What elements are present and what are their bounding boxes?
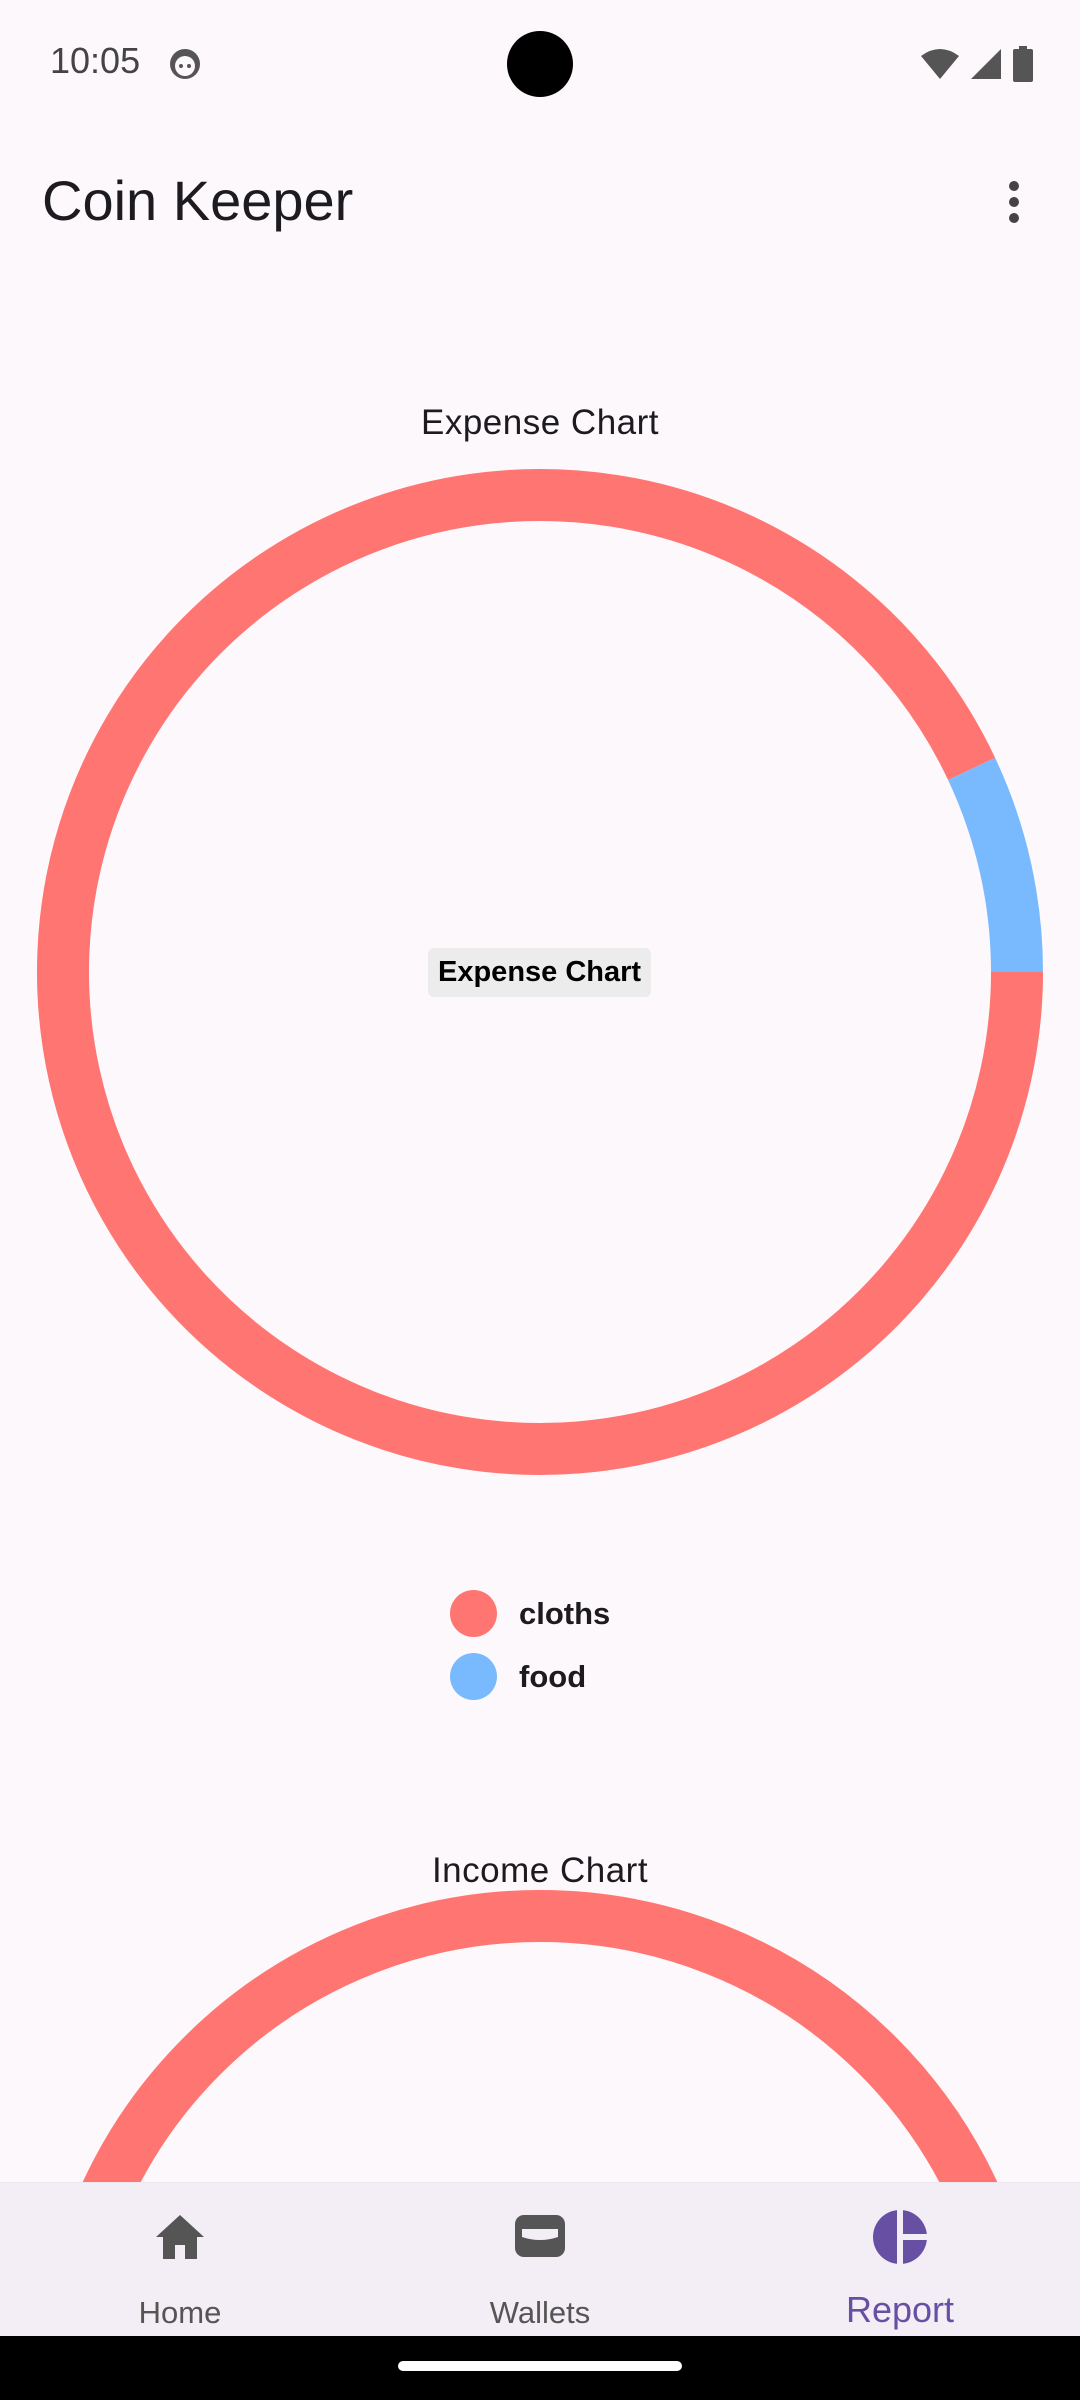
expense-slice-food <box>947 757 1043 973</box>
nav-label-report: Report <box>845 2289 955 2330</box>
gesture-navigation-area <box>0 2336 1080 2400</box>
income-donut-chart <box>82 1890 998 2182</box>
camera-cutout <box>507 31 573 97</box>
more-options-button[interactable] <box>984 172 1044 232</box>
legend-label-cloths: cloths <box>519 1595 611 1631</box>
pie-chart-icon <box>873 2209 930 2265</box>
expense-slice-cloths <box>37 469 1043 1475</box>
legend-item-food: food <box>450 1645 610 1708</box>
legend-dot-cloths <box>450 1590 497 1637</box>
nav-item-report[interactable]: Report <box>720 2183 1080 2336</box>
bottom-navigation: Home Wallets Report <box>0 2182 1080 2336</box>
expense-legend: cloths food <box>450 1582 610 1708</box>
status-icons <box>920 44 1034 84</box>
nav-label-home: Home <box>138 2295 222 2330</box>
battery-icon <box>1013 46 1033 82</box>
income-slice-cloths <box>82 1890 998 2182</box>
nav-label-wallets: Wallets <box>489 2295 591 2330</box>
status-time: 10:05 <box>50 40 141 81</box>
legend-item-cloths: cloths <box>450 1582 610 1645</box>
nav-item-home[interactable]: Home <box>0 2183 360 2336</box>
legend-label-food: food <box>519 1658 587 1694</box>
gesture-handle[interactable] <box>398 2361 682 2371</box>
nav-item-wallets[interactable]: Wallets <box>360 2183 720 2336</box>
income-chart-title: Income Chart <box>431 1851 649 1890</box>
status-bar: 10:05 <box>0 0 1080 130</box>
home-icon <box>156 2215 204 2259</box>
wifi-icon <box>921 49 959 79</box>
face-icon <box>170 49 200 79</box>
legend-dot-food <box>450 1653 497 1700</box>
more-vert-icon <box>1009 181 1019 223</box>
app-title: Coin Keeper <box>42 169 354 232</box>
expense-chart-center-label: Expense Chart <box>428 948 652 997</box>
expense-chart-title: Expense Chart <box>420 403 660 442</box>
wallet-icon <box>515 2215 565 2257</box>
signal-icon <box>971 49 1001 79</box>
expense-donut-chart <box>37 469 1043 1475</box>
app-bar: Coin Keeper <box>0 130 1080 270</box>
